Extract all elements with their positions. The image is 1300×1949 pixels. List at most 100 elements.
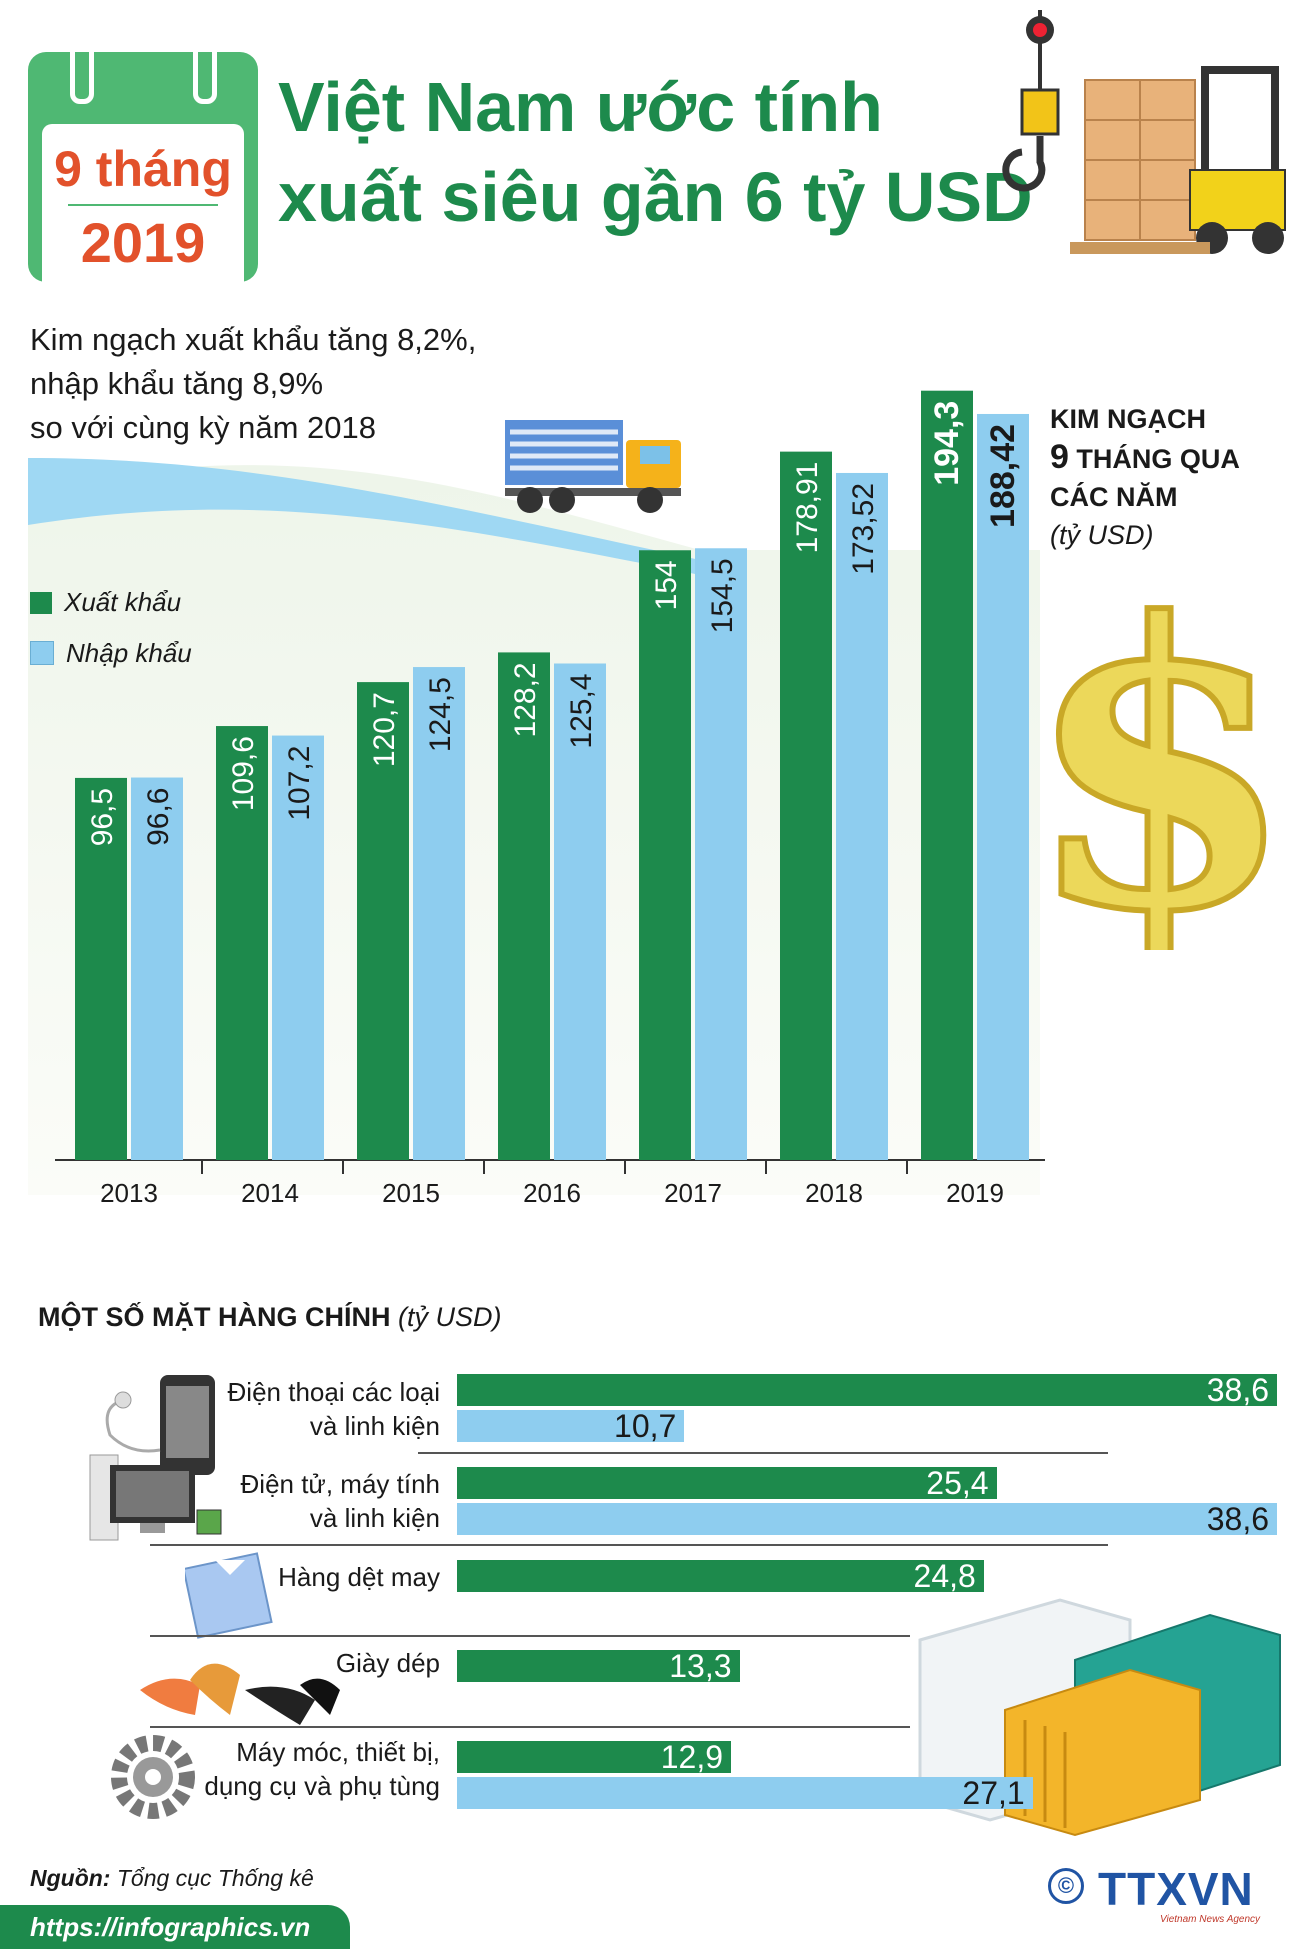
side-label-months: THÁNG QUA <box>1068 444 1240 474</box>
import-hbar <box>457 1503 1277 1535</box>
category-label: Điện tử, máy tính và linh kiện <box>120 1467 440 1535</box>
side-label-line-2: 9 THÁNG QUA <box>1050 438 1240 478</box>
category-label-line: Hàng dệt may <box>278 1562 440 1592</box>
import-hbar-value: 38,6 <box>1206 1501 1269 1537</box>
side-label-nine: 9 <box>1050 438 1069 476</box>
category-label: Giày dép <box>120 1646 440 1680</box>
import-value-label-2019: 188,42 <box>984 424 1022 528</box>
agency-name: Vietnam News Agency <box>1160 1914 1261 1925</box>
subtitle-line-2: nhập khẩu tăng 8,9% <box>30 366 324 401</box>
category-label-line: Điện thoại các loại <box>227 1377 440 1407</box>
category-label-line: Điện tử, máy tính <box>240 1469 440 1499</box>
shoes-icon <box>140 1663 340 1725</box>
x-tick-label-2016: 2016 <box>523 1178 581 1208</box>
gear-icon <box>111 1735 195 1819</box>
calendar-year: 2019 <box>80 211 206 274</box>
section-title-text: MỘT SỐ MẶT HÀNG CHÍNH <box>38 1302 391 1332</box>
import-value-label-2014: 107,2 <box>283 746 316 821</box>
side-label-line-3: CÁC NĂM <box>1050 482 1178 512</box>
category-label-line: dụng cụ và phụ tùng <box>204 1771 440 1801</box>
section-title: MỘT SỐ MẶT HÀNG CHÍNH (tỷ USD) <box>38 1302 502 1333</box>
legend-import-swatch <box>30 641 54 665</box>
calendar-page: 9 tháng 2019 <box>42 124 244 292</box>
row-separator <box>150 1726 910 1728</box>
chart-side-label: KIM NGẠCH 9 THÁNG QUA CÁC NĂM (tỷ USD) <box>1050 400 1240 554</box>
category-label-line: và linh kiện <box>309 1503 440 1533</box>
import-hbar <box>457 1777 1033 1809</box>
export-value-label-2015: 120,7 <box>368 692 401 767</box>
export-bar-2019 <box>921 390 973 1160</box>
x-tick-label-2017: 2017 <box>664 1178 722 1208</box>
category-label: Hàng dệt may <box>120 1560 440 1594</box>
row-separator <box>150 1635 910 1637</box>
side-label-unit: (tỷ USD) <box>1050 520 1154 550</box>
export-hbar-value: 24,8 <box>913 1558 976 1594</box>
category-label-line: Máy móc, thiết bị, <box>236 1737 440 1767</box>
ttxvn-logo: TTXVN <box>1098 1863 1254 1915</box>
copyright-icon: © <box>1048 1868 1084 1904</box>
import-hbar-value: 10,7 <box>614 1408 677 1444</box>
export-bar-2014 <box>216 726 268 1160</box>
calendar-badge: 9 tháng 2019 <box>28 30 258 292</box>
forklift-crane-icon <box>1002 10 1286 254</box>
export-hbar-value: 38,6 <box>1206 1372 1269 1408</box>
page-title: Việt Nam ước tính xuất siêu gần 6 tỷ USD <box>278 62 1033 242</box>
truck-icon <box>505 420 681 513</box>
phone-icon <box>105 1375 215 1475</box>
footer-url[interactable]: https://infographics.vn <box>0 1905 350 1949</box>
export-value-label-2014: 109,6 <box>227 736 260 811</box>
x-tick-label-2013: 2013 <box>100 1178 158 1208</box>
import-value-label-2015: 124,5 <box>424 677 457 752</box>
import-bar-2014 <box>272 735 324 1160</box>
export-value-label-2016: 128,2 <box>509 662 542 737</box>
calendar-months: 9 tháng <box>54 141 232 197</box>
import-bar-2019 <box>977 413 1029 1160</box>
x-tick-label-2014: 2014 <box>241 1178 299 1208</box>
legend-import-label: Nhập khẩu <box>66 638 192 668</box>
export-bar-2018 <box>780 451 832 1160</box>
export-hbar-value: 12,9 <box>660 1739 724 1775</box>
x-tick-label-2019: 2019 <box>946 1178 1004 1208</box>
export-hbar <box>457 1467 997 1499</box>
calendar-ring-icon <box>193 30 217 104</box>
export-hbar <box>457 1650 740 1682</box>
export-bar-2016 <box>498 652 550 1160</box>
computer-icon <box>89 1454 222 1541</box>
calendar-divider <box>68 204 218 206</box>
legend-export: Xuất khẩu <box>30 587 181 618</box>
section-title-unit: (tỷ USD) <box>398 1302 502 1332</box>
shipping-containers-icon <box>918 1598 1281 1837</box>
side-label-line-1: KIM NGẠCH <box>1050 404 1206 434</box>
export-value-label-2019: 194,3 <box>928 401 966 486</box>
export-hbar <box>457 1741 732 1773</box>
export-value-label-2017: 154 <box>650 560 683 610</box>
vertical-bar-chart: 96,5 96,6 2013 109,6 107,2 2014 120,7 124,5 2015… <box>55 390 1045 1208</box>
source-note: Nguồn: Tổng cục Thống kê <box>30 1865 314 1892</box>
source-label: Nguồn: <box>30 1865 111 1891</box>
import-hbar <box>457 1410 685 1442</box>
dollar-icon: $ <box>1025 560 1295 950</box>
legend-import: Nhập khẩu <box>30 638 192 669</box>
title-line-1: Việt Nam ước tính <box>278 68 883 146</box>
legend-export-swatch <box>30 592 52 614</box>
subtitle: Kim ngạch xuất khẩu tăng 8,2%, nhập khẩu… <box>30 318 476 450</box>
export-bar-2013 <box>75 777 127 1160</box>
import-value-label-2018: 173,52 <box>847 483 880 575</box>
import-bar-2018 <box>836 472 888 1160</box>
svg-text:$: $ <box>1025 560 1295 950</box>
source-text: Tổng cục Thống kê <box>116 1865 314 1891</box>
export-value-label-2018: 178,91 <box>791 462 824 554</box>
import-value-label-2013: 96,6 <box>142 788 175 846</box>
import-value-label-2016: 125,4 <box>565 673 598 748</box>
subtitle-line-1: Kim ngạch xuất khẩu tăng 8,2%, <box>30 322 477 357</box>
calendar-frame: 9 tháng 2019 <box>28 52 258 292</box>
export-hbar <box>457 1374 1277 1406</box>
calendar-ring-icon <box>70 30 94 104</box>
export-hbar <box>457 1560 984 1592</box>
title-line-2: xuất siêu gần 6 tỷ USD <box>278 158 1033 236</box>
import-bar-2013 <box>131 777 183 1160</box>
shirt-icon <box>185 1552 273 1639</box>
import-value-label-2017: 154,5 <box>706 558 739 633</box>
import-bar-2016 <box>554 663 606 1160</box>
